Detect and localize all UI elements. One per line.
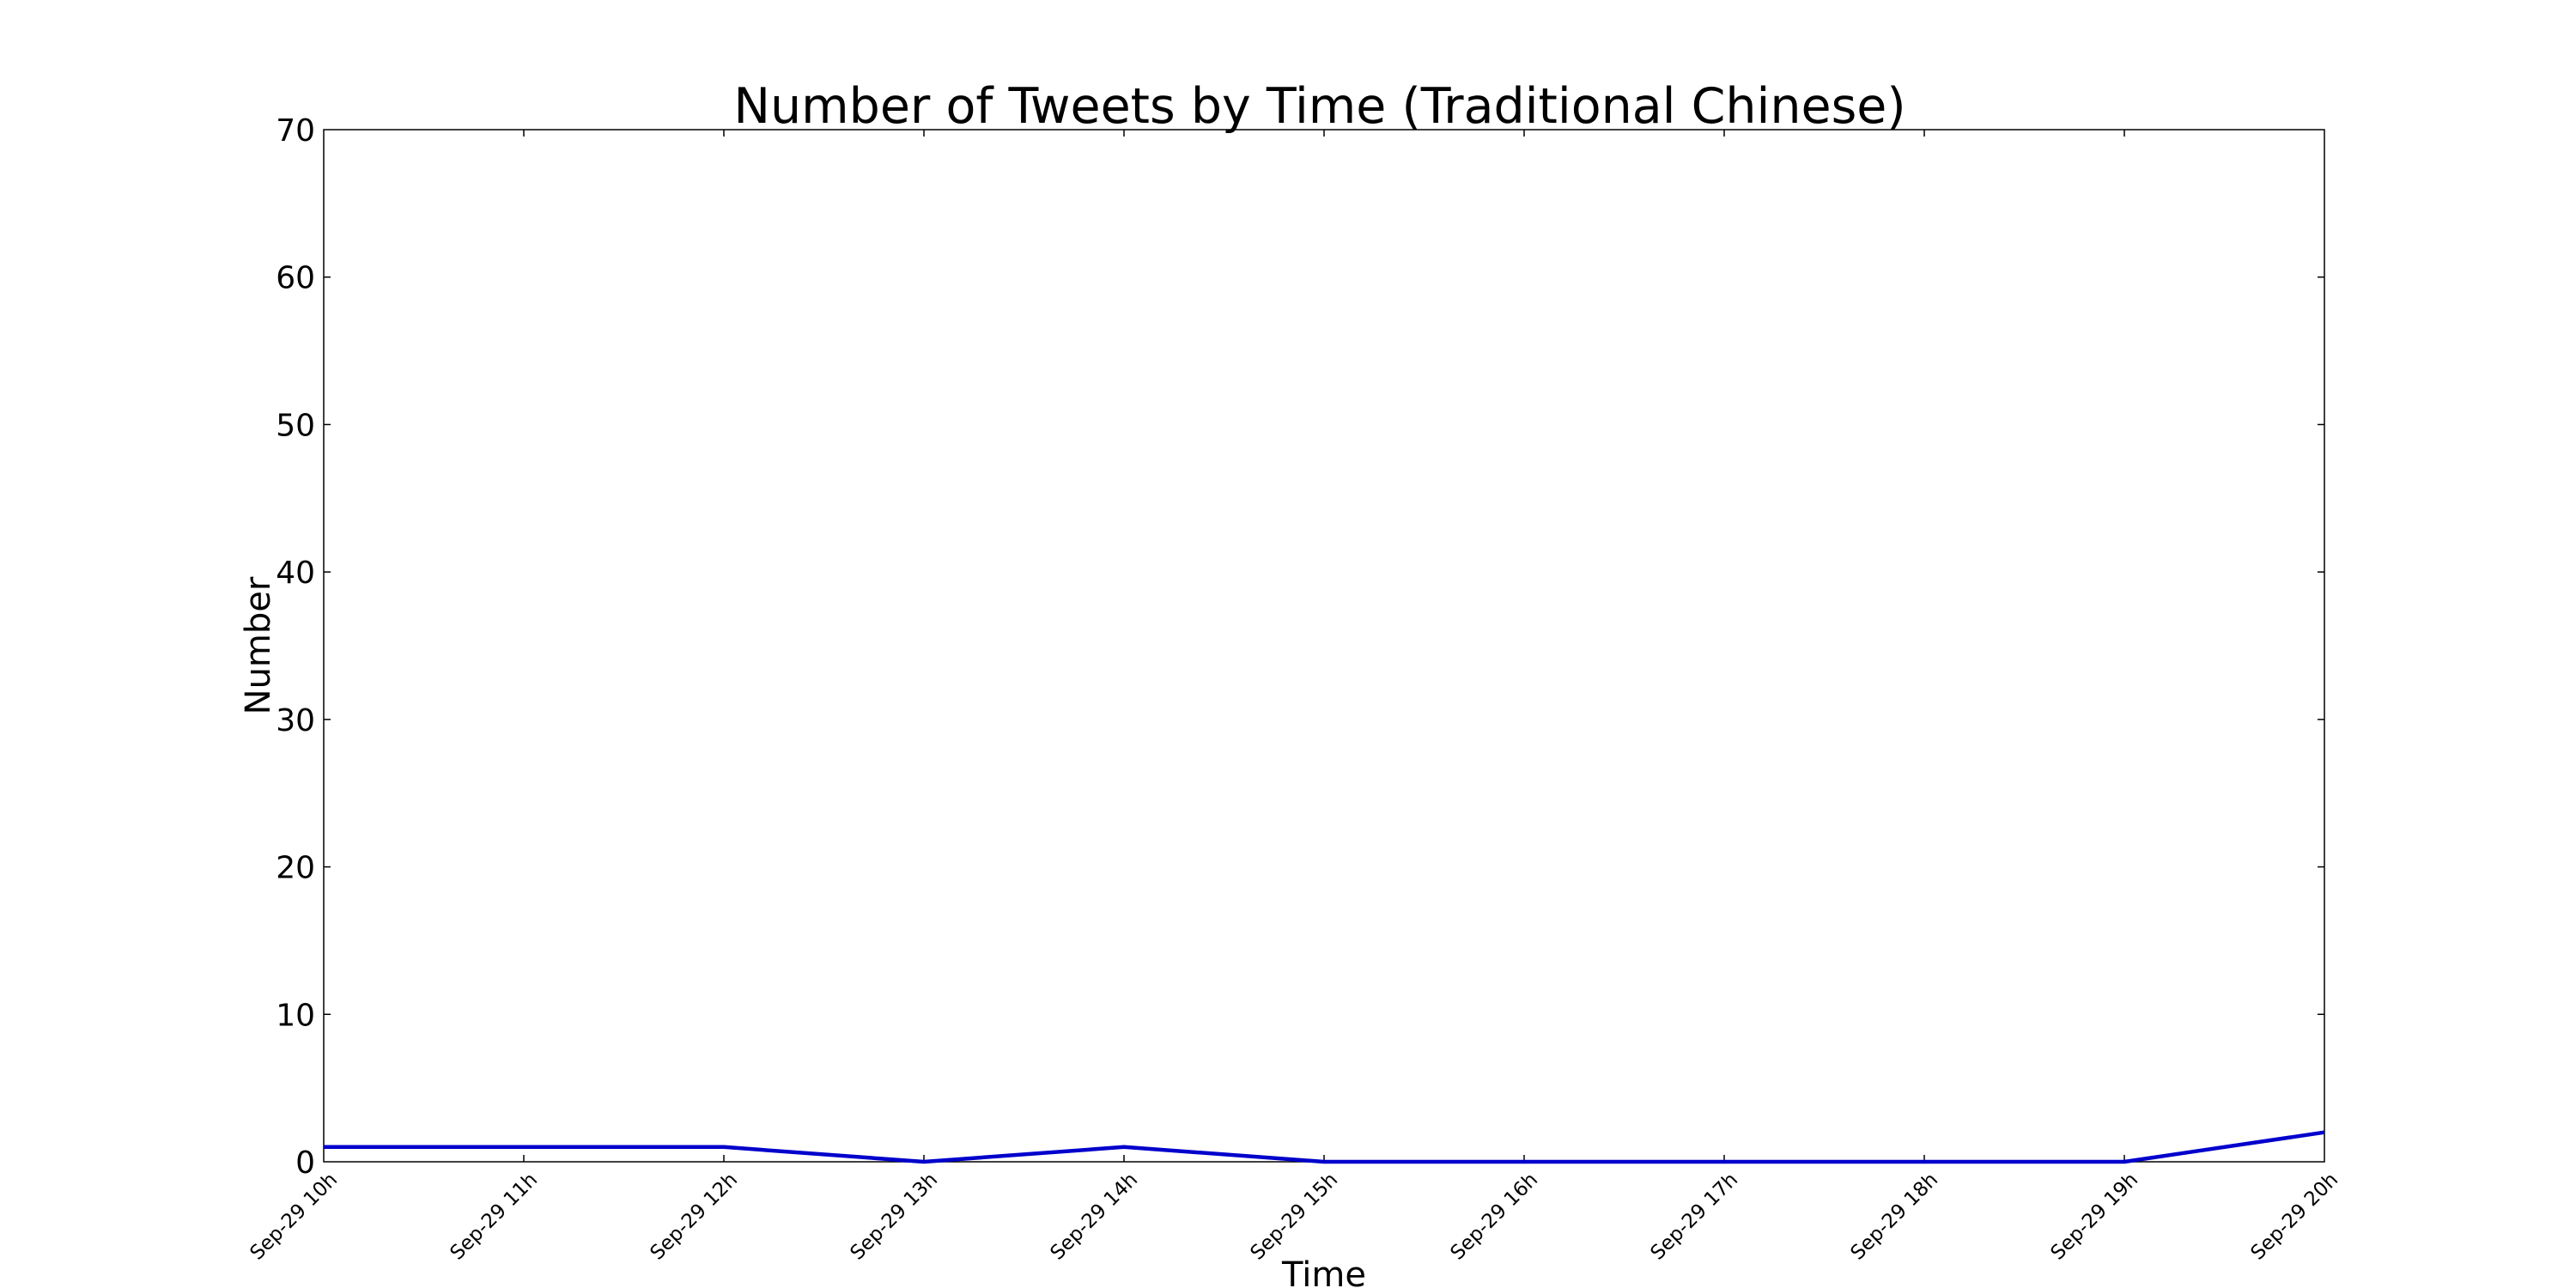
x-tick-label: Sep-29 15h	[1246, 1169, 1342, 1265]
series-layer	[324, 1130, 2325, 1164]
y-tick-label: 50	[276, 408, 315, 443]
y-tick-label: 0	[295, 1145, 315, 1181]
series-line-0	[324, 1130, 2325, 1164]
x-tick-label: Sep-29 16h	[1446, 1169, 1542, 1265]
x-axis-label: Time	[1281, 1255, 1366, 1288]
x-tick-label: Sep-29 14h	[1046, 1169, 1142, 1265]
y-tick-label: 10	[276, 998, 315, 1033]
y-axis-label: Number	[239, 576, 278, 714]
y-tick-label: 40	[276, 556, 315, 591]
x-tick-label: Sep-29 11h	[446, 1169, 542, 1265]
x-tick-label: Sep-29 10h	[246, 1169, 342, 1265]
y-tick-label: 70	[276, 113, 315, 149]
y-tick-label: 60	[276, 261, 315, 296]
x-tick-label: Sep-29 20h	[2246, 1169, 2342, 1265]
y-axis: 0 10 20 30 40 50 60 70	[276, 113, 2324, 1181]
x-tick-label: Sep-29 17h	[1646, 1169, 1742, 1265]
chart-title: Number of Tweets by Time (Traditional Ch…	[733, 78, 1905, 135]
x-tick-label: Sep-29 13h	[846, 1169, 942, 1265]
plot-area	[323, 129, 2325, 1163]
y-tick-label: 30	[276, 703, 315, 738]
x-tick-label: Sep-29 19h	[2046, 1169, 2142, 1265]
x-tick-label: Sep-29 18h	[1846, 1169, 1942, 1265]
x-axis: Sep-29 10h Sep-29 11h Sep-29 12h Sep-29 13h…	[246, 130, 2342, 1265]
y-tick-label: 20	[276, 851, 315, 886]
x-tick-label: Sep-29 12h	[646, 1169, 742, 1265]
